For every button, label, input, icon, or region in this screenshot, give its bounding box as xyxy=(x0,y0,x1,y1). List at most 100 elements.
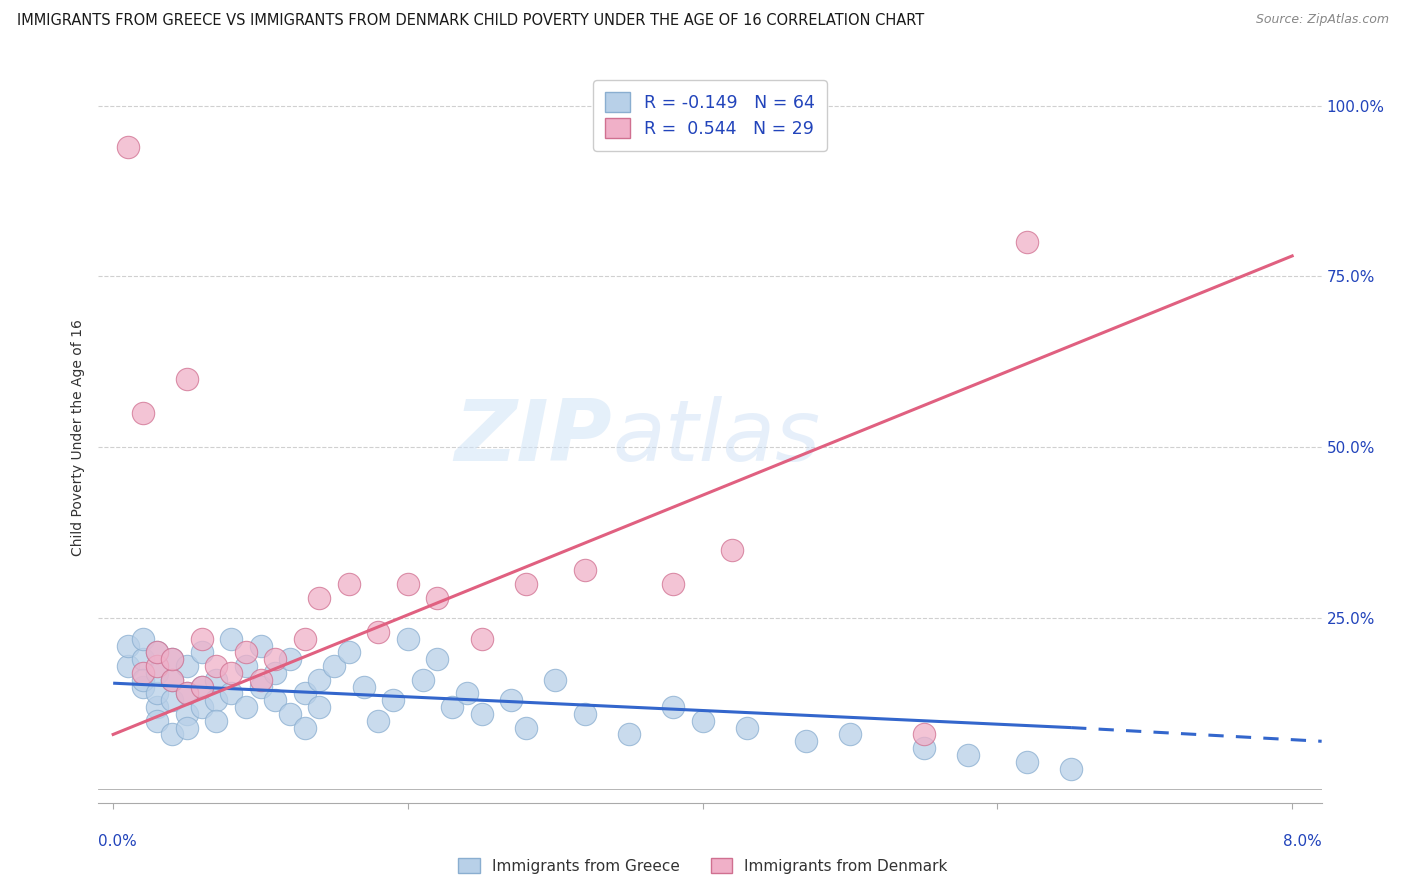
Point xyxy=(294,632,316,646)
Point xyxy=(131,632,153,646)
Point xyxy=(515,721,537,735)
Point xyxy=(176,721,198,735)
Point xyxy=(219,686,242,700)
Point xyxy=(205,693,228,707)
Text: 8.0%: 8.0% xyxy=(1282,834,1322,849)
Point xyxy=(205,714,228,728)
Point xyxy=(308,673,330,687)
Point xyxy=(131,652,153,666)
Point xyxy=(839,727,862,741)
Point xyxy=(160,652,183,666)
Point xyxy=(146,714,169,728)
Point xyxy=(456,686,478,700)
Point xyxy=(441,700,464,714)
Point xyxy=(735,721,758,735)
Point xyxy=(117,639,139,653)
Point xyxy=(131,673,153,687)
Point xyxy=(160,693,183,707)
Point xyxy=(412,673,434,687)
Point xyxy=(176,686,198,700)
Point xyxy=(426,652,449,666)
Point xyxy=(146,645,169,659)
Point xyxy=(323,659,346,673)
Point xyxy=(235,645,257,659)
Legend: R = -0.149   N = 64, R =  0.544   N = 29: R = -0.149 N = 64, R = 0.544 N = 29 xyxy=(593,80,827,151)
Text: IMMIGRANTS FROM GREECE VS IMMIGRANTS FROM DENMARK CHILD POVERTY UNDER THE AGE OF: IMMIGRANTS FROM GREECE VS IMMIGRANTS FRO… xyxy=(17,13,924,29)
Point xyxy=(205,673,228,687)
Point xyxy=(117,659,139,673)
Point xyxy=(308,700,330,714)
Point xyxy=(219,665,242,680)
Text: ZIP: ZIP xyxy=(454,395,612,479)
Point xyxy=(692,714,714,728)
Point xyxy=(146,686,169,700)
Point xyxy=(264,693,287,707)
Point xyxy=(912,727,935,741)
Point xyxy=(264,652,287,666)
Point xyxy=(278,706,301,721)
Point xyxy=(294,721,316,735)
Point xyxy=(544,673,567,687)
Point xyxy=(308,591,330,605)
Point xyxy=(176,686,198,700)
Point xyxy=(426,591,449,605)
Point xyxy=(190,680,212,694)
Point xyxy=(1060,762,1083,776)
Point xyxy=(160,652,183,666)
Point xyxy=(146,700,169,714)
Point xyxy=(294,686,316,700)
Point xyxy=(721,542,744,557)
Point xyxy=(131,665,153,680)
Point xyxy=(190,632,212,646)
Point xyxy=(662,700,685,714)
Point xyxy=(117,139,139,153)
Point xyxy=(146,659,169,673)
Point xyxy=(912,741,935,756)
Point xyxy=(190,645,212,659)
Point xyxy=(190,700,212,714)
Point xyxy=(471,706,494,721)
Point xyxy=(160,727,183,741)
Point xyxy=(1015,235,1038,250)
Y-axis label: Child Poverty Under the Age of 16: Child Poverty Under the Age of 16 xyxy=(72,318,86,556)
Point xyxy=(367,714,389,728)
Point xyxy=(235,659,257,673)
Point xyxy=(574,706,596,721)
Point xyxy=(176,659,198,673)
Point xyxy=(617,727,640,741)
Text: Source: ZipAtlas.com: Source: ZipAtlas.com xyxy=(1256,13,1389,27)
Point xyxy=(146,665,169,680)
Point xyxy=(176,372,198,386)
Point xyxy=(367,624,389,639)
Point xyxy=(353,680,375,694)
Point xyxy=(160,673,183,687)
Point xyxy=(131,406,153,420)
Point xyxy=(219,632,242,646)
Point xyxy=(337,645,360,659)
Point xyxy=(264,665,287,680)
Point xyxy=(662,577,685,591)
Point xyxy=(1015,755,1038,769)
Point xyxy=(471,632,494,646)
Text: 0.0%: 0.0% xyxy=(98,834,138,849)
Legend: Immigrants from Greece, Immigrants from Denmark: Immigrants from Greece, Immigrants from … xyxy=(453,852,953,880)
Point xyxy=(515,577,537,591)
Point xyxy=(396,577,419,591)
Point xyxy=(956,747,979,762)
Point xyxy=(794,734,817,748)
Point xyxy=(176,706,198,721)
Point xyxy=(235,700,257,714)
Point xyxy=(249,673,271,687)
Point xyxy=(190,680,212,694)
Point xyxy=(396,632,419,646)
Point xyxy=(146,645,169,659)
Point xyxy=(249,680,271,694)
Point xyxy=(337,577,360,591)
Text: atlas: atlas xyxy=(612,395,820,479)
Point xyxy=(131,680,153,694)
Point xyxy=(574,563,596,577)
Point xyxy=(278,652,301,666)
Point xyxy=(205,659,228,673)
Point xyxy=(249,639,271,653)
Point xyxy=(382,693,405,707)
